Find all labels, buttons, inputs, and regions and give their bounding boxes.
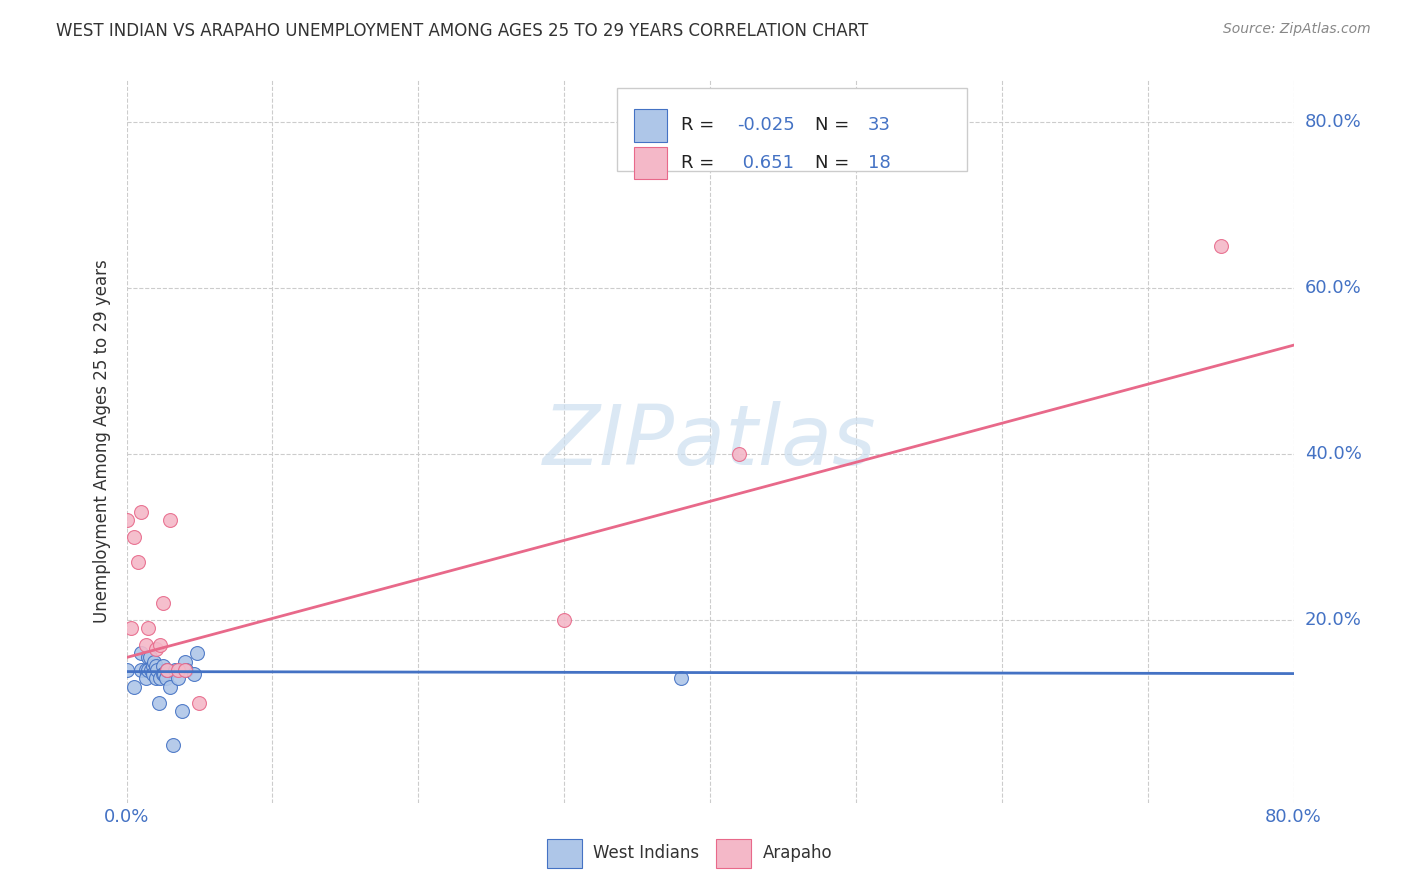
Text: R =: R = xyxy=(681,154,720,172)
Bar xyxy=(716,838,751,868)
Point xyxy=(148,696,170,710)
Bar xyxy=(634,109,666,142)
Point xyxy=(115,513,138,527)
Point xyxy=(152,667,174,681)
Point xyxy=(142,667,165,681)
Point xyxy=(143,655,166,669)
Text: Arapaho: Arapaho xyxy=(762,845,832,863)
Point xyxy=(115,663,138,677)
Point xyxy=(183,667,205,681)
Point xyxy=(174,655,197,669)
Point xyxy=(728,447,751,461)
Point xyxy=(129,646,152,660)
Point xyxy=(145,658,167,673)
Point xyxy=(145,671,167,685)
Bar xyxy=(634,147,666,179)
Point xyxy=(138,663,160,677)
Point xyxy=(120,621,142,635)
Text: ZIPatlas: ZIPatlas xyxy=(543,401,877,482)
Text: WEST INDIAN VS ARAPAHO UNEMPLOYMENT AMONG AGES 25 TO 29 YEARS CORRELATION CHART: WEST INDIAN VS ARAPAHO UNEMPLOYMENT AMON… xyxy=(56,22,869,40)
Point xyxy=(170,705,193,719)
Bar xyxy=(617,87,967,170)
Point xyxy=(188,696,211,710)
Point xyxy=(142,658,165,673)
Point xyxy=(127,555,149,569)
Point xyxy=(166,671,188,685)
Text: 20.0%: 20.0% xyxy=(1305,611,1361,629)
Text: R =: R = xyxy=(681,117,720,135)
Text: -0.025: -0.025 xyxy=(737,117,794,135)
Y-axis label: Unemployment Among Ages 25 to 29 years: Unemployment Among Ages 25 to 29 years xyxy=(93,260,111,624)
Point xyxy=(159,680,181,694)
Point xyxy=(152,658,174,673)
Point xyxy=(149,671,172,685)
Point xyxy=(1209,239,1232,253)
Point xyxy=(166,663,188,677)
Text: 0.651: 0.651 xyxy=(737,154,794,172)
Text: 18: 18 xyxy=(868,154,890,172)
Text: 80.0%: 80.0% xyxy=(1305,112,1361,131)
Point xyxy=(134,671,156,685)
Point xyxy=(138,650,160,665)
Point xyxy=(122,680,145,694)
Text: Source: ZipAtlas.com: Source: ZipAtlas.com xyxy=(1223,22,1371,37)
Point xyxy=(134,638,156,652)
Point xyxy=(138,621,160,635)
Point xyxy=(186,646,208,660)
Point xyxy=(146,663,169,677)
Point xyxy=(553,613,575,627)
Text: West Indians: West Indians xyxy=(593,845,699,863)
Point xyxy=(141,663,163,677)
Text: 33: 33 xyxy=(868,117,890,135)
Text: N =: N = xyxy=(815,117,855,135)
Point xyxy=(134,663,156,677)
Text: N =: N = xyxy=(815,154,855,172)
Point xyxy=(139,650,162,665)
Text: 60.0%: 60.0% xyxy=(1305,279,1361,297)
Point xyxy=(149,638,172,652)
Point xyxy=(174,663,197,677)
Point xyxy=(152,597,174,611)
Point xyxy=(156,663,179,677)
Text: 40.0%: 40.0% xyxy=(1305,445,1361,463)
Point xyxy=(156,663,179,677)
Point xyxy=(122,530,145,544)
Point xyxy=(129,505,152,519)
Point xyxy=(162,738,184,752)
Point xyxy=(669,671,692,685)
Bar xyxy=(547,838,582,868)
Point xyxy=(153,667,176,681)
Point xyxy=(155,671,177,685)
Point xyxy=(145,642,167,657)
Point xyxy=(159,513,181,527)
Point xyxy=(129,663,152,677)
Point xyxy=(163,663,186,677)
Point xyxy=(176,663,198,677)
